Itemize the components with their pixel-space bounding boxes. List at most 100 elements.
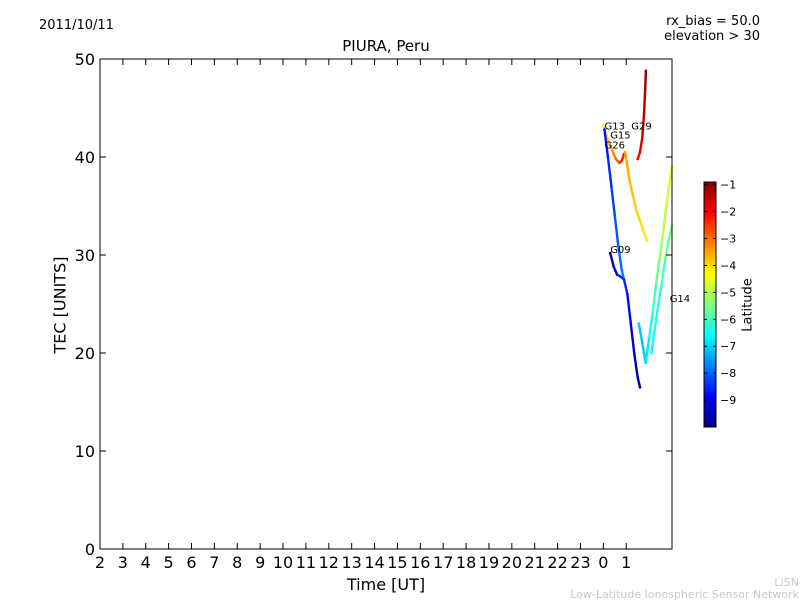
date-label: 2011/10/11 bbox=[39, 18, 114, 33]
x-tick-label: 18 bbox=[456, 553, 476, 572]
series-segment bbox=[658, 234, 664, 262]
data-point bbox=[606, 155, 610, 159]
data-point bbox=[644, 361, 647, 365]
data-point bbox=[651, 312, 654, 316]
plot-frame bbox=[99, 58, 673, 550]
series-segment bbox=[603, 128, 610, 159]
data-point bbox=[610, 185, 613, 188]
data-point bbox=[620, 159, 623, 163]
series-segment bbox=[613, 214, 620, 247]
series-label: G29 bbox=[631, 122, 651, 133]
series-segment bbox=[637, 322, 644, 345]
x-tick-label: 2 bbox=[95, 553, 105, 572]
series-segment bbox=[612, 265, 619, 276]
data-point bbox=[638, 150, 642, 154]
series-g14: G14 bbox=[650, 224, 690, 355]
colorbar-gradient bbox=[703, 181, 717, 428]
series-label: G09 bbox=[610, 245, 630, 256]
series-segment bbox=[610, 185, 616, 218]
x-tick-label: 7 bbox=[209, 553, 219, 572]
watermark-long: Low-Latitude Ionospheric Sensor Network bbox=[570, 588, 799, 601]
colorbar-tick-label: −3 bbox=[720, 233, 736, 246]
series-label: G26 bbox=[605, 140, 625, 151]
colorbar-tick-label: −2 bbox=[720, 206, 736, 219]
colorbar-tick-label: −7 bbox=[720, 340, 736, 353]
colorbar-tick-label: −8 bbox=[720, 367, 736, 380]
series-segment bbox=[642, 229, 648, 242]
series-segment bbox=[642, 87, 647, 115]
series-segment bbox=[617, 243, 623, 271]
x-tick-label: 13 bbox=[342, 553, 362, 572]
data-point bbox=[619, 275, 622, 278]
data-point bbox=[620, 268, 623, 272]
elevation-label: elevation > 30 bbox=[664, 29, 760, 44]
series-segment bbox=[653, 302, 660, 330]
series-g13: G13 bbox=[602, 122, 626, 165]
x-tick-label: 3 bbox=[118, 553, 128, 572]
data-point bbox=[653, 327, 657, 330]
x-tick-label: 12 bbox=[319, 553, 339, 572]
series-g26: G26 bbox=[603, 128, 626, 281]
data-point bbox=[647, 337, 651, 340]
series-segment bbox=[644, 69, 648, 90]
series-segment bbox=[638, 136, 644, 154]
data-point bbox=[603, 128, 606, 131]
chart-title: PIURA, Peru bbox=[342, 37, 430, 55]
data-point bbox=[626, 165, 629, 169]
data-point bbox=[631, 194, 635, 198]
data-point bbox=[638, 386, 642, 389]
colorbar-tick-label: −4 bbox=[720, 259, 736, 272]
data-point bbox=[629, 322, 633, 325]
data-point bbox=[641, 341, 644, 345]
x-tick-label: 8 bbox=[232, 553, 242, 572]
data-point bbox=[641, 136, 644, 139]
x-tick-label: 19 bbox=[479, 553, 499, 572]
data-point bbox=[657, 302, 660, 306]
y-tick-label: 10 bbox=[75, 442, 95, 461]
data-point bbox=[663, 258, 667, 262]
data-point bbox=[615, 273, 619, 276]
data-point bbox=[642, 111, 646, 115]
data-point bbox=[606, 138, 610, 141]
rx-bias-label: rx_bias = 50.0 bbox=[666, 14, 760, 29]
data-point bbox=[643, 87, 647, 90]
colorbar-tick-label: −1 bbox=[720, 179, 736, 192]
x-tick-label: 14 bbox=[364, 553, 384, 572]
series-segment bbox=[660, 258, 667, 286]
series-label: G15 bbox=[610, 131, 630, 142]
y-tick-label: 40 bbox=[75, 148, 95, 167]
series-segment bbox=[635, 209, 642, 222]
data-point bbox=[636, 376, 639, 379]
x-tick-label: 16 bbox=[410, 553, 430, 572]
series-g29: G29 bbox=[631, 69, 652, 161]
x-tick-label: 21 bbox=[525, 553, 545, 572]
data-point bbox=[642, 229, 645, 232]
x-tick-label: 4 bbox=[141, 553, 151, 572]
x-tick-label: 20 bbox=[502, 553, 522, 572]
series-segment bbox=[636, 376, 642, 389]
data-point bbox=[644, 69, 648, 73]
data-point bbox=[660, 283, 663, 286]
series-segment bbox=[638, 219, 645, 232]
series-segment bbox=[633, 351, 639, 379]
x-tick-label: 11 bbox=[296, 553, 316, 572]
colorbar-tick-label: −9 bbox=[720, 394, 736, 407]
x-tick-label: 15 bbox=[387, 553, 407, 572]
series-segment bbox=[609, 251, 615, 268]
data-point bbox=[658, 258, 661, 262]
data-point bbox=[645, 239, 649, 242]
series-segment bbox=[647, 312, 654, 340]
colorbar-tick-label: −6 bbox=[720, 313, 736, 326]
series-label: G13 bbox=[605, 122, 625, 133]
series-segment bbox=[629, 322, 636, 355]
series-segment bbox=[661, 204, 668, 237]
x-tick-label: 9 bbox=[255, 553, 265, 572]
series-segment bbox=[650, 327, 656, 355]
y-tick-label: 30 bbox=[75, 246, 95, 265]
series-segment bbox=[665, 180, 671, 208]
y-tick-label: 0 bbox=[85, 540, 95, 559]
series-label: G14 bbox=[670, 294, 690, 305]
data-point bbox=[613, 214, 617, 218]
